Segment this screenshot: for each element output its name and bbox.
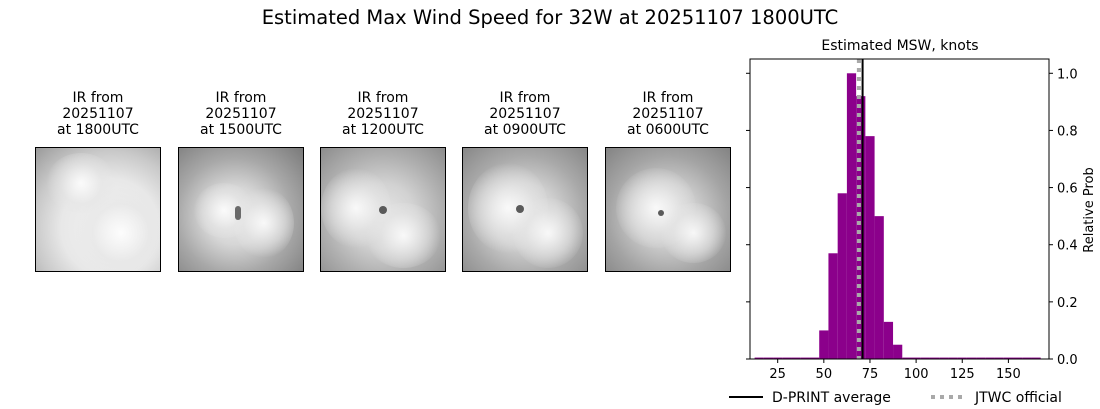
legend: D-PRINT average JTWC official (729, 390, 1062, 406)
ir-caption: IR from 20251107 at 0900UTC (462, 90, 588, 138)
ir-caption: IR from 20251107 at 0600UTC (605, 90, 731, 138)
histogram-bar (782, 357, 792, 359)
y-tick-label: 0.6 (1057, 182, 1078, 197)
chart-title: Estimated MSW, knots (821, 38, 978, 54)
histogram-bar (828, 253, 838, 359)
ir-satellite-image (35, 147, 161, 272)
histogram-bar (819, 330, 829, 359)
histogram-bar (763, 357, 774, 359)
histogram-bar (791, 357, 801, 359)
legend-label-dprint: D-PRINT average (772, 390, 891, 406)
ir-panel-1: IR from 20251107 at 1800UTC (35, 90, 161, 272)
ir-caption-line: at 1200UTC (342, 122, 424, 138)
plot-frame (749, 58, 1050, 360)
ir-satellite-image (178, 147, 304, 272)
histogram-bar (1022, 357, 1032, 359)
ir-panel-4: IR from 20251107 at 0900UTC (462, 90, 588, 272)
histogram-bar (837, 193, 847, 359)
x-tick-label: 100 (904, 367, 929, 382)
ir-satellite-image (462, 147, 588, 272)
y-axis-label: Relative Prob (1082, 167, 1097, 252)
y-axis: 0.0 0.2 0.4 0.6 0.8 1.0 (746, 67, 1078, 368)
ir-caption: IR from 20251107 at 1200UTC (320, 90, 446, 138)
figure-title: Estimated Max Wind Speed for 32W at 2025… (261, 6, 839, 29)
ir-caption-line: 20251107 (347, 106, 419, 122)
histogram-bar (902, 357, 912, 359)
ir-caption-line: IR from (72, 90, 124, 106)
histogram-bar (754, 357, 764, 359)
y-tick-label: 0.2 (1057, 296, 1078, 311)
y-tick-label: 0.8 (1057, 124, 1078, 139)
histogram-bar (865, 136, 875, 359)
ir-caption-line: IR from (215, 90, 267, 106)
histogram-bar (893, 344, 903, 359)
histogram-bar (985, 357, 995, 359)
ir-satellite-image (320, 147, 446, 272)
ir-caption: IR from 20251107 at 1500UTC (178, 90, 304, 138)
histogram-bar (809, 357, 820, 359)
ir-caption-line: at 0600UTC (627, 122, 709, 138)
x-axis: 25 50 75 100 125 150 (769, 359, 1021, 382)
reference-lines (856, 59, 864, 359)
x-tick-label: 150 (996, 367, 1021, 382)
ir-panel-3: IR from 20251107 at 1200UTC (320, 90, 446, 272)
histogram-bar (1003, 357, 1014, 359)
ir-caption-line: IR from (642, 90, 694, 106)
histogram-bar (1031, 357, 1041, 359)
x-tick-label: 75 (862, 367, 879, 382)
y-tick-label: 0.4 (1057, 239, 1078, 254)
histogram-bar (966, 357, 977, 359)
ir-caption-line: 20251107 (62, 106, 134, 122)
x-tick-label: 25 (769, 367, 786, 382)
histogram-bar (1013, 357, 1023, 359)
histogram-bar (911, 357, 921, 359)
histogram-bar (939, 357, 949, 359)
ir-caption: IR from 20251107 at 1800UTC (35, 90, 161, 138)
histogram-bar (929, 357, 940, 359)
histogram-bar (874, 216, 884, 359)
x-tick-label: 50 (816, 367, 833, 382)
ir-caption-line: 20251107 (489, 106, 561, 122)
histogram-bar (957, 357, 967, 359)
legend-label-jtwc: JTWC official (974, 390, 1062, 406)
ir-caption-line: at 1500UTC (200, 122, 282, 138)
histogram-bar (976, 357, 986, 359)
histogram-bar (994, 357, 1004, 359)
ir-caption-line: IR from (499, 90, 551, 106)
histogram-bar (948, 357, 958, 359)
ir-caption-line: at 0900UTC (484, 122, 566, 138)
histogram-bar (800, 357, 810, 359)
histogram-bar (920, 357, 930, 359)
ir-caption-line: at 1800UTC (57, 122, 139, 138)
histogram-bar (773, 357, 783, 359)
ir-caption-line: IR from (357, 90, 409, 106)
ir-panel-2: IR from 20251107 at 1500UTC (178, 90, 304, 272)
bars-layer (754, 73, 1041, 360)
x-tick-label: 125 (950, 367, 975, 382)
ir-caption-line: 20251107 (205, 106, 277, 122)
histogram-bar (856, 96, 866, 360)
ir-satellite-image (605, 147, 731, 272)
histogram-bar (846, 73, 857, 360)
ir-caption-line: 20251107 (632, 106, 704, 122)
y-tick-label: 0.0 (1057, 353, 1078, 368)
ir-panel-5: IR from 20251107 at 0600UTC (605, 90, 731, 272)
histogram-bar (883, 321, 894, 359)
y-tick-label: 1.0 (1057, 67, 1078, 82)
